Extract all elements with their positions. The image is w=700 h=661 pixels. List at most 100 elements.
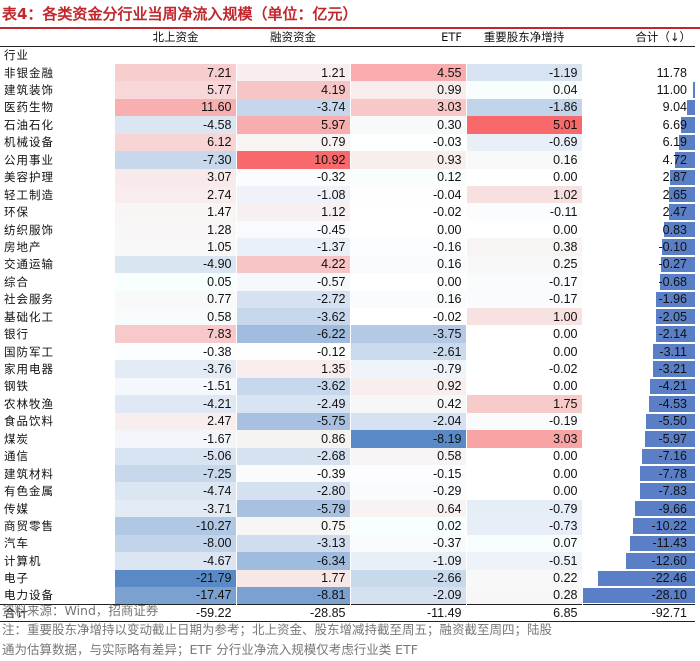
cell-total: 6.19 <box>581 133 695 152</box>
cell-margin: -5.79 <box>236 499 351 518</box>
total-value: -5.50 <box>658 414 688 429</box>
industry-name: 农林牧渔 <box>4 396 54 411</box>
cell-total: 0.83 <box>581 220 695 239</box>
industry-name: 商贸零售 <box>4 518 54 533</box>
industry-name: 计算机 <box>4 553 42 568</box>
cell-total: -3.11 <box>581 342 695 361</box>
table-row: 传媒 -3.71 -5.79 0.64 -0.79 -9.66 <box>0 499 695 518</box>
cell-northbound: -5.06 <box>115 447 237 465</box>
cell-margin: -2.80 <box>236 482 351 500</box>
table-row: 基础化工 0.58 -3.62 -0.02 1.00 -2.05 <box>0 308 695 326</box>
total-bar <box>639 483 695 499</box>
footnote-line-1: 注：重要股东净增持以变动截止日期为参考；北上资金、股东增减持截至周五；融资截至周… <box>2 622 553 637</box>
cell-etf: 0.02 <box>350 517 467 535</box>
total-value: -11.43 <box>652 536 687 551</box>
cell-etf: 0.93 <box>350 151 467 169</box>
cell-shareholder: -0.17 <box>466 290 583 308</box>
cell-northbound: -21.79 <box>115 569 237 587</box>
total-value: -22.46 <box>651 571 687 586</box>
cell-shareholder: -0.51 <box>466 552 583 570</box>
cell-northbound: 1.05 <box>115 238 237 256</box>
table-row: 煤炭 -1.67 0.86 -8.19 3.03 -5.97 <box>0 430 695 448</box>
cell-shareholder: 0.00 <box>466 377 583 396</box>
total-row: 合计 -59.22 -28.85 -11.49 6.85 -92.71 <box>0 603 695 623</box>
total-bar <box>655 326 695 342</box>
cell-total: 6.69 <box>581 116 695 134</box>
cell-total: -12.60 <box>581 552 695 570</box>
cell-margin: 0.86 <box>236 430 351 448</box>
cell-total: -2.14 <box>581 325 695 343</box>
cell-northbound: 0.77 <box>115 290 237 308</box>
cell-shareholder: -1.86 <box>466 98 583 117</box>
cell-northbound: -4.58 <box>115 116 237 134</box>
title-rule <box>0 27 700 29</box>
total-bar <box>659 274 695 290</box>
cell-shareholder: -0.73 <box>466 517 583 535</box>
cell-total: 4.72 <box>581 151 695 169</box>
total-value: -9.66 <box>658 501 688 516</box>
cell-shareholder: 0.38 <box>466 238 583 256</box>
total-value: -2.14 <box>658 327 688 342</box>
cell-total: -2.05 <box>581 308 695 326</box>
cell-etf: -0.79 <box>350 360 467 378</box>
total-bar <box>583 588 695 603</box>
cell-etf: 0.16 <box>350 290 467 308</box>
table-row: 建筑材料 -7.25 -0.39 -0.15 0.00 -7.78 <box>0 464 695 483</box>
cell-northbound: -17.47 <box>115 587 237 605</box>
table-row: 农林牧渔 -4.21 -2.49 0.42 1.75 -4.53 <box>0 395 695 413</box>
cell-northbound: 7.21 <box>115 63 237 82</box>
total-bar <box>646 413 695 430</box>
total-bar <box>680 117 695 133</box>
total-row-label: 合计 <box>0 603 115 623</box>
cell-etf: -0.02 <box>350 308 467 326</box>
total-value: 0.83 <box>662 222 687 237</box>
total-bar <box>649 378 695 395</box>
table-row: 环保 1.47 1.12 -0.02 -0.11 2.47 <box>0 203 695 221</box>
cell-etf: 0.58 <box>350 447 467 465</box>
total-bar <box>692 82 695 98</box>
cell-margin: -6.34 <box>236 552 351 570</box>
table-row: 非银金融 7.21 1.21 4.55 -1.19 11.78 <box>0 63 695 82</box>
total-value: -3.11 <box>659 344 687 359</box>
industry-name: 家用电器 <box>4 362 54 377</box>
cell-shareholder: 1.75 <box>466 395 583 413</box>
cell-shareholder: -0.02 <box>466 360 583 378</box>
cell-margin: -8.81 <box>236 587 351 605</box>
cell-margin: -3.13 <box>236 534 351 553</box>
table-row: 汽车 -8.00 -3.13 -0.37 0.07 -11.43 <box>0 534 695 553</box>
cell-total: -11.43 <box>581 534 695 553</box>
cell-margin: 4.19 <box>236 81 351 99</box>
cell-etf: 0.99 <box>350 81 467 99</box>
industry-name: 房地产 <box>4 239 42 254</box>
industry-name: 煤炭 <box>4 431 29 446</box>
cell-shareholder: -0.11 <box>466 203 583 221</box>
cell-etf: 0.12 <box>350 168 467 186</box>
table-row: 社会服务 0.77 -2.72 0.16 -0.17 -1.96 <box>0 290 695 308</box>
cell-etf: -3.75 <box>350 325 467 343</box>
cell-shareholder: 0.00 <box>466 464 583 483</box>
cell-etf: 0.00 <box>350 220 467 239</box>
total-value: 2.47 <box>662 205 687 220</box>
cell-northbound: -4.67 <box>115 552 237 570</box>
header-northbound: 北上资金 <box>115 29 236 47</box>
total-value: -28.10 <box>651 588 687 603</box>
total-bar <box>634 500 695 517</box>
industry-name: 机械设备 <box>4 135 54 150</box>
total-bar <box>669 169 695 185</box>
cell-shareholder: 5.01 <box>466 116 583 134</box>
cell-shareholder: 0.22 <box>466 569 583 587</box>
total-value: -4.21 <box>658 379 688 394</box>
industry-name: 公用事业 <box>4 152 54 167</box>
cell-etf: 0.16 <box>350 255 467 274</box>
industry-name: 有色金属 <box>4 484 54 499</box>
table-row: 综合 0.05 -0.57 0.00 -0.17 -0.68 <box>0 273 695 291</box>
table-row: 公用事业 -7.30 10.92 0.93 0.16 4.72 <box>0 151 695 169</box>
cell-etf: -2.09 <box>350 587 467 605</box>
cell-total: -7.78 <box>581 464 695 483</box>
cell-total: 2.47 <box>581 203 695 221</box>
header-shareholder: 重要股东净增持 <box>466 29 582 47</box>
cell-margin: -1.37 <box>236 238 351 256</box>
table-row: 机械设备 6.12 0.79 -0.03 -0.69 6.19 <box>0 133 695 152</box>
cell-total: -22.46 <box>581 569 695 587</box>
industry-name: 建筑装饰 <box>4 83 54 98</box>
